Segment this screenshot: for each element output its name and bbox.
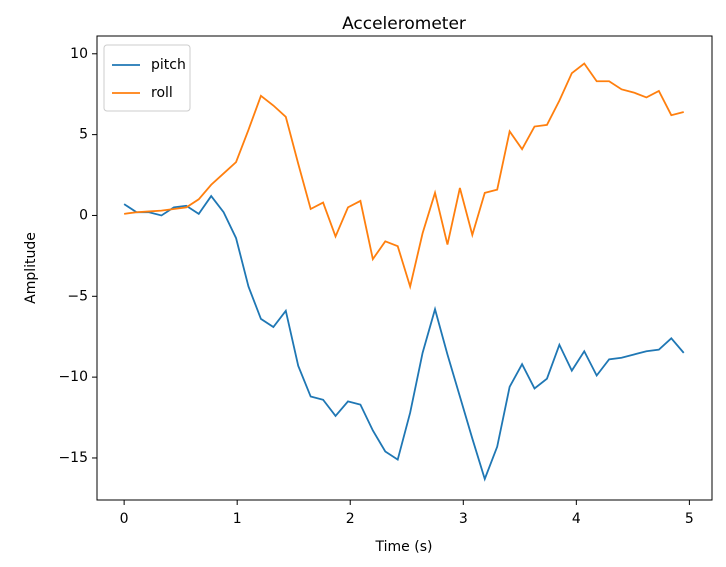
x-axis-label: Time (s) <box>375 539 433 555</box>
x-tick-label: 1 <box>233 511 242 527</box>
y-axis-label: Amplitude <box>23 232 39 304</box>
x-tick-label: 0 <box>120 511 129 527</box>
chart-title: Accelerometer <box>342 14 466 34</box>
line-series <box>123 194 685 482</box>
y-tick-label: 10 <box>70 46 88 62</box>
legend-label: pitch <box>151 57 186 73</box>
legend-label: roll <box>151 85 173 101</box>
x-tick-label: 5 <box>685 511 694 527</box>
y-tick-label: −15 <box>58 450 88 466</box>
y-tick-label: 5 <box>79 127 88 143</box>
y-tick-label: 0 <box>79 207 88 223</box>
legend-box <box>103 44 191 112</box>
y-tick-label: −10 <box>58 369 88 385</box>
plot-frame <box>96 35 713 501</box>
line-series <box>124 62 684 291</box>
y-tick-label: −5 <box>67 288 88 304</box>
x-tick-label: 3 <box>459 511 468 527</box>
x-tick-label: 4 <box>572 511 581 527</box>
x-tick-label: 2 <box>346 511 355 527</box>
